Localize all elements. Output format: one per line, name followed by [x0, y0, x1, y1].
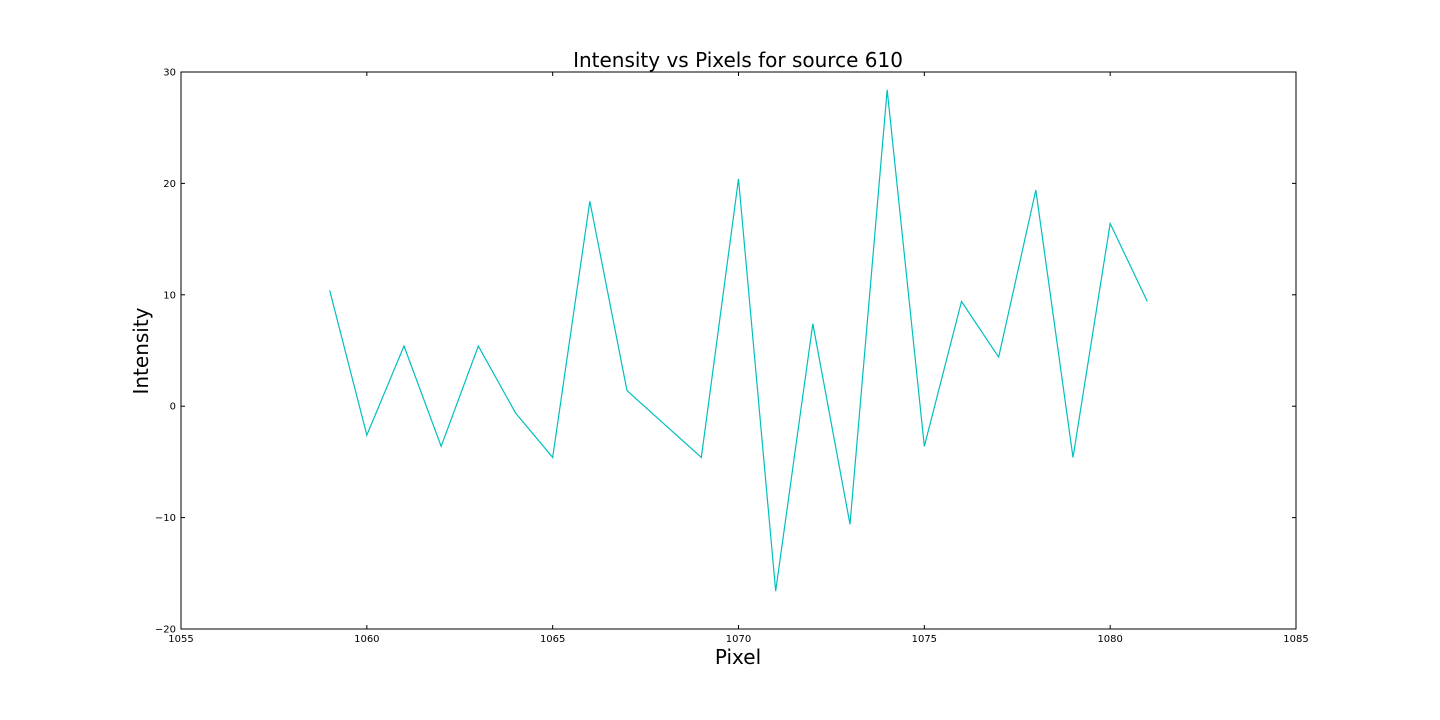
axis-ticks: 1055 1060 1065 1070 1075 1080 1085 −20 −10 0 10 20 3… — [155, 68, 1309, 646]
y-tick-label: 20 — [163, 179, 176, 190]
y-tick-label: 0 — [170, 402, 176, 413]
x-axis-label: Pixel — [715, 645, 761, 669]
x-tick-label: 1060 — [354, 634, 379, 645]
y-tick-label: 10 — [163, 290, 176, 301]
x-tick-label: 1070 — [726, 634, 751, 645]
y-axis-label: Intensity — [129, 307, 153, 394]
x-tick-label: 1065 — [540, 634, 565, 645]
plot-area — [180, 71, 1297, 630]
chart-title: Intensity vs Pixels for source 610 — [573, 48, 903, 72]
x-tick-label: 1085 — [1283, 634, 1308, 645]
y-tick-label: −20 — [155, 625, 176, 636]
x-tick-label: 1055 — [168, 634, 193, 645]
y-tick-label: 30 — [163, 68, 176, 79]
x-tick-label: 1075 — [912, 634, 937, 645]
series-line-0 — [329, 89, 1148, 592]
x-tick-label: 1080 — [1097, 634, 1122, 645]
y-tick-label: −10 — [155, 513, 176, 524]
plot-frame — [180, 71, 1297, 630]
